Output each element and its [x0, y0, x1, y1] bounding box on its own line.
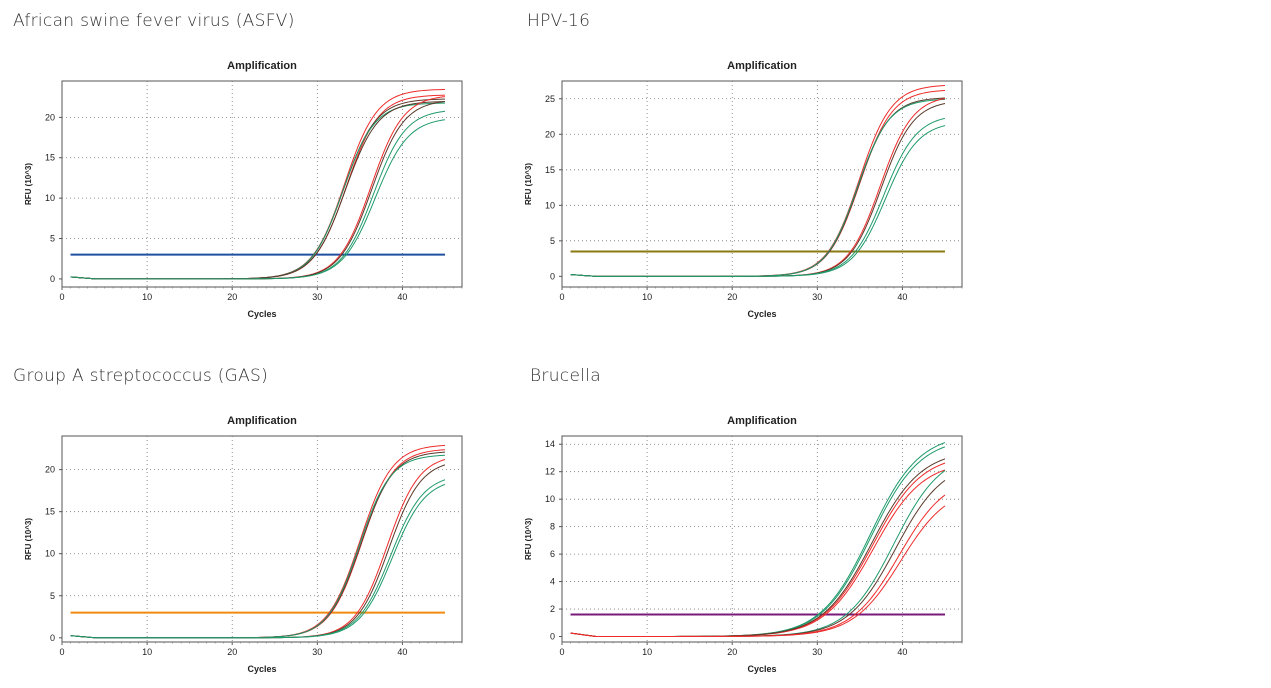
x-tick-label: 20 [727, 647, 737, 657]
x-tick-label: 40 [397, 647, 407, 657]
x-tick-label: 30 [812, 292, 822, 302]
y-axis-label: RFU (10^3) [24, 518, 33, 560]
y-tick-label: 10 [45, 193, 55, 203]
chart-title: Amplification [227, 415, 297, 427]
x-tick-label: 0 [559, 647, 564, 657]
y-tick-label: 14 [545, 439, 555, 449]
y-tick-label: 25 [545, 94, 555, 104]
x-tick-label: 40 [897, 292, 907, 302]
x-axis-label: Cycles [247, 309, 276, 319]
panel-title-asfv: African swine fever virus (ASFV) [13, 11, 295, 31]
x-tick-label: 10 [642, 647, 652, 657]
amplification-chart-hpv16: Amplification 0 10 20 30 40 0 5 10 15 20 25 Cycles RF… [524, 60, 963, 319]
x-tick-label: 20 [727, 292, 737, 302]
plot-area [561, 435, 963, 643]
amplification-chart-asfv: Amplification 0 10 20 30 40 0 5 10 15 20 Cycles RFU … [24, 60, 463, 319]
y-tick-label: 10 [45, 549, 55, 559]
plot-area [561, 80, 963, 288]
y-tick-label: 8 [550, 522, 555, 532]
x-tick-label: 30 [812, 647, 822, 657]
y-tick-label: 0 [50, 274, 55, 284]
x-tick-label: 10 [642, 292, 652, 302]
amplification-chart-gas: Amplification 0 10 20 30 40 0 5 10 15 20 Cycles RFU … [24, 415, 463, 674]
y-tick-label: 5 [50, 234, 55, 244]
x-axis-label: Cycles [747, 309, 776, 319]
panel-title-gas: Group A streptococcus (GAS) [13, 366, 269, 386]
y-tick-label: 20 [45, 465, 55, 475]
panel-title-hpv16: HPV-16 [527, 11, 591, 31]
y-tick-label: 5 [50, 591, 55, 601]
x-tick-label: 0 [559, 292, 564, 302]
x-axis-label: Cycles [247, 664, 276, 674]
amplification-curve-late [570, 505, 946, 638]
amplification-curve-late [70, 483, 446, 639]
plot-area [61, 435, 463, 643]
y-tick-label: 6 [550, 549, 555, 559]
x-tick-label: 20 [227, 292, 237, 302]
x-tick-label: 40 [397, 292, 407, 302]
y-tick-label: 0 [550, 632, 555, 642]
y-tick-label: 4 [550, 577, 555, 587]
x-tick-label: 20 [227, 647, 237, 657]
x-tick-label: 0 [59, 647, 64, 657]
y-tick-label: 0 [550, 271, 555, 281]
x-axis-label: Cycles [747, 664, 776, 674]
y-tick-label: 20 [545, 129, 555, 139]
y-axis-label: RFU (10^3) [524, 518, 533, 560]
y-tick-label: 5 [550, 236, 555, 246]
x-tick-label: 40 [897, 647, 907, 657]
panel-title-brucella: Brucella [530, 366, 601, 386]
y-tick-label: 15 [545, 165, 555, 175]
y-tick-label: 2 [550, 604, 555, 614]
chart-title: Amplification [727, 415, 797, 427]
chart-title: Amplification [227, 60, 297, 72]
y-tick-label: 10 [545, 200, 555, 210]
y-tick-label: 20 [45, 112, 55, 122]
y-tick-label: 10 [545, 494, 555, 504]
plot-area [61, 80, 463, 288]
x-tick-label: 30 [312, 647, 322, 657]
y-tick-label: 15 [45, 507, 55, 517]
y-tick-label: 12 [545, 467, 555, 477]
y-tick-label: 15 [45, 153, 55, 163]
y-axis-label: RFU (10^3) [524, 163, 533, 205]
y-tick-label: 0 [50, 633, 55, 643]
x-tick-label: 10 [142, 647, 152, 657]
x-tick-label: 30 [312, 292, 322, 302]
amplification-curve-late [570, 125, 946, 277]
x-tick-label: 10 [142, 292, 152, 302]
y-axis-label: RFU (10^3) [24, 163, 33, 205]
amplification-curve-late [70, 119, 446, 280]
amplification-chart-brucella: Amplification 0 10 20 30 40 0 2 4 6 8 10 12 14 Cycles R… [524, 415, 963, 674]
x-tick-label: 0 [59, 292, 64, 302]
chart-title: Amplification [727, 60, 797, 72]
